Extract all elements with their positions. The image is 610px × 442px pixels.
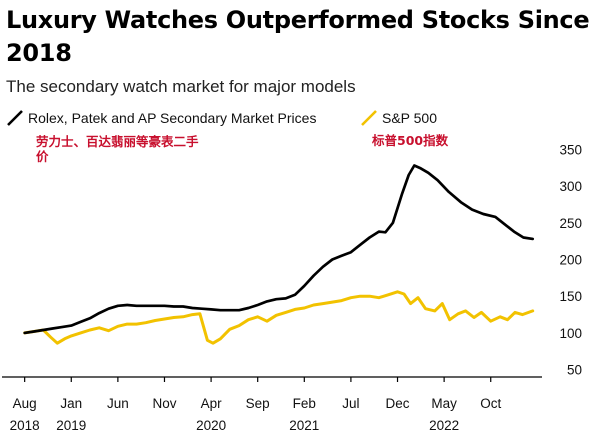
y-tick-label: 50 xyxy=(567,363,582,378)
x-tick-label-year: 2021 xyxy=(289,418,319,433)
chart-subtitle: The secondary watch market for major mod… xyxy=(6,77,356,96)
x-tick-label-month: May xyxy=(431,396,457,411)
x-tick-label-year: 2020 xyxy=(196,418,226,433)
x-axis: Aug 2018 Jan 2019 Jun Nov Apr 2020 Sep Feb 2021 Jul… xyxy=(2,376,542,433)
x-tick-label-year: 2018 xyxy=(10,418,40,433)
x-tick-label-month: Feb xyxy=(293,396,316,411)
legend-label-sp500: S&P 500 xyxy=(382,110,437,126)
x-tick-label-month: Jul xyxy=(342,396,359,411)
x-tick-label-year: 2019 xyxy=(56,418,86,433)
legend-swatch-sp500 xyxy=(361,110,377,126)
series-line-sp500 xyxy=(23,290,535,345)
x-tick-label-month: Nov xyxy=(152,396,176,411)
annotation-watch-cn-line1: 劳力士、百达翡丽等豪表二手 xyxy=(36,134,199,149)
y-tick-label: 150 xyxy=(559,289,582,304)
x-tick-label-month: Dec xyxy=(386,396,410,411)
chart-title: Luxury Watches Outperformed Stocks Since… xyxy=(6,6,590,67)
x-tick-label-month: Aug xyxy=(13,396,37,411)
x-tick-label-month: Jan xyxy=(60,396,82,411)
y-tick-label: 250 xyxy=(559,216,582,231)
annotation-watch-cn: 劳力士、百达翡丽等豪表二手 价 xyxy=(36,134,203,164)
series-lines xyxy=(23,164,535,345)
annotations: 劳力士、百达翡丽等豪表二手 价 标普500指数 xyxy=(36,133,449,164)
x-tick-label-month: Apr xyxy=(201,396,223,411)
y-tick-label: 350 xyxy=(559,142,582,157)
legend-label-watch: Rolex, Patek and AP Secondary Market Pri… xyxy=(28,110,316,126)
y-tick-label: 100 xyxy=(559,326,582,341)
annotation-watch-cn-line2: 价 xyxy=(36,149,49,164)
y-tick-label: 200 xyxy=(559,253,582,268)
x-tick-label-month: Jun xyxy=(107,396,129,411)
annotation-sp500-cn: 标普500指数 xyxy=(371,133,449,148)
legend-swatch-watch xyxy=(7,110,23,126)
legend: Rolex, Patek and AP Secondary Market Pri… xyxy=(7,110,437,126)
series-line-watch xyxy=(23,164,535,335)
y-axis: 50 100 150 200 250 300 350 xyxy=(559,142,582,377)
x-tick-label-month: Sep xyxy=(246,396,270,411)
x-tick-label-month: Oct xyxy=(480,396,501,411)
y-tick-label: 300 xyxy=(559,179,582,194)
x-tick-label-year: 2022 xyxy=(429,418,459,433)
